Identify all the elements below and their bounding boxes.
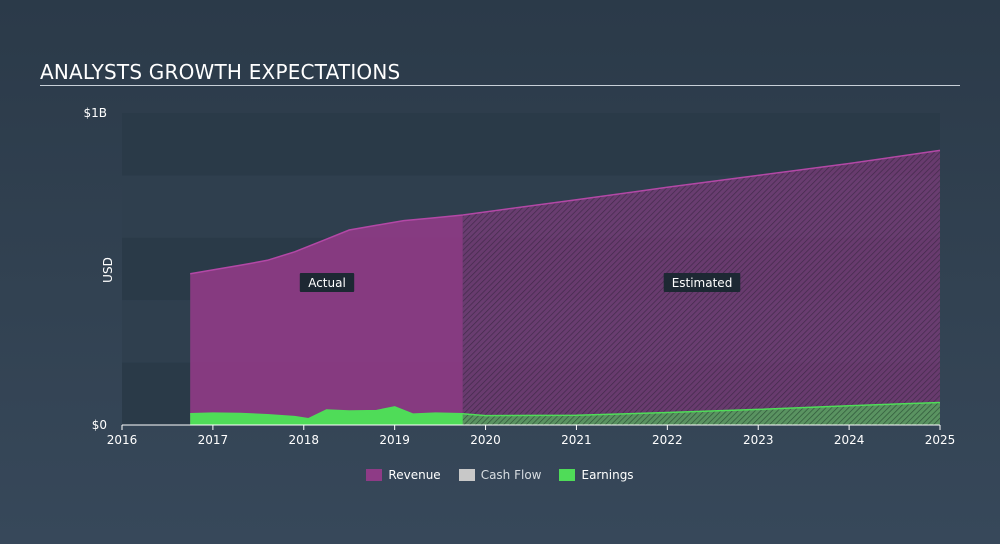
x-tick-label: 2024 [834,433,865,447]
x-tick-label: 2023 [743,433,774,447]
line-earnings [190,401,941,420]
labels-layer: Actual Estimated [299,273,741,292]
legend: Revenue Cash Flow Earnings [0,468,1000,482]
legend-swatch-earnings [559,469,576,481]
x-tick-label: 2018 [289,433,320,447]
axis-layer: 2016 2017 2018 2019 2020 2021 2022 2023 2024 2025… [83,106,955,447]
area-earnings-actual [190,406,463,425]
legend-label-revenue: Revenue [388,468,441,482]
y-tick-label: $1B [83,106,107,120]
x-tick-label: 2016 [107,433,138,447]
region-label-estimated-bg [663,273,741,292]
region-label-estimated: Estimated [672,276,733,290]
area-revenue-actual [190,214,463,425]
legend-item-earnings[interactable]: Earnings [559,468,634,482]
legend-swatch-revenue [366,469,383,481]
x-tick-label: 2025 [925,433,956,447]
hatch-earnings-estimated [462,402,940,425]
y-tick-label: $0 [92,418,107,432]
title-divider [40,85,960,86]
plot-band [122,113,940,176]
x-tick-label: 2017 [198,433,229,447]
legend-item-cash-flow[interactable]: Cash Flow [458,468,542,482]
x-tick-label: 2019 [379,433,410,447]
legend-label-earnings: Earnings [581,468,634,482]
x-tick-label: 2021 [561,433,592,447]
legend-swatch-cash-flow [458,469,475,481]
x-tick-label: 2020 [470,433,501,447]
legend-item-revenue[interactable]: Revenue [366,468,441,482]
legend-label-cash-flow: Cash Flow [480,468,542,482]
y-axis-label: USD [101,257,115,283]
region-label-actual: Actual [308,276,346,290]
region-label-actual-bg [299,273,355,292]
x-tick-label: 2022 [652,433,683,447]
chart-title: ANALYSTS GROWTH EXPECTATIONS [40,60,401,84]
line-revenue [190,149,941,275]
